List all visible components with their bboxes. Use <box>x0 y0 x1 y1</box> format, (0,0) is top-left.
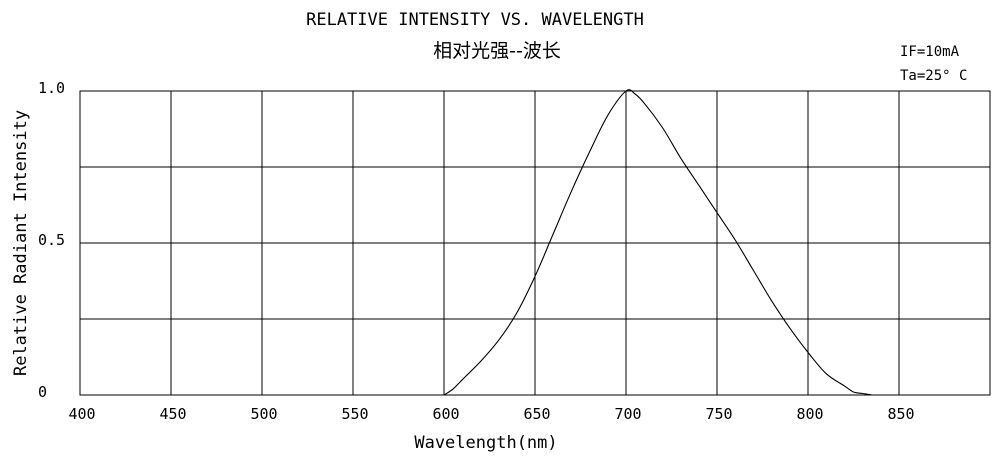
chart-title: RELATIVE INTENSITY VS. WAVELENGTH <box>306 10 644 30</box>
x-axis-label: Wavelength(nm) <box>414 433 557 453</box>
x-tick-label: 550 <box>341 405 368 423</box>
x-tick-labels: 400 450 500 550 600 650 700 750 800 850 <box>68 405 914 423</box>
x-tick-label: 400 <box>68 405 95 423</box>
y-tick-labels: 0 0.5 1.0 <box>38 79 65 401</box>
x-tick-label: 650 <box>523 405 550 423</box>
condition-temperature: Ta=25° C <box>900 68 967 84</box>
x-tick-label: 700 <box>614 405 641 423</box>
x-tick-label: 750 <box>705 405 732 423</box>
y-tick-label: 0 <box>38 383 47 401</box>
intensity-curve <box>443 89 872 396</box>
condition-current: IF=10mA <box>900 44 960 60</box>
x-tick-label: 500 <box>250 405 277 423</box>
x-tick-label: 800 <box>796 405 823 423</box>
y-tick-label: 0.5 <box>38 231 65 249</box>
x-tick-label: 600 <box>432 405 459 423</box>
x-tick-label: 450 <box>159 405 186 423</box>
y-tick-label: 1.0 <box>38 79 65 97</box>
y-axis-label: Relative Radiant Intensity <box>11 110 31 376</box>
chart-subtitle: 相对光强--波长 <box>433 40 561 62</box>
x-tick-label: 850 <box>887 405 914 423</box>
plot-grid <box>79 90 991 396</box>
